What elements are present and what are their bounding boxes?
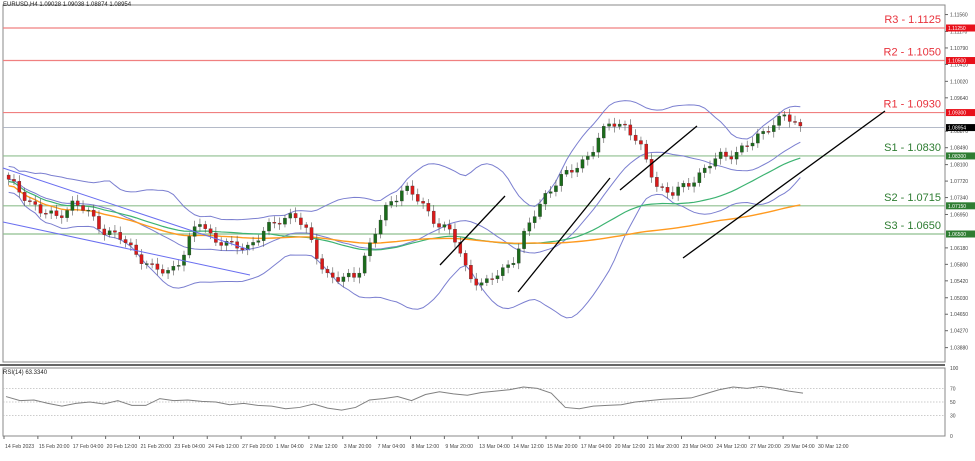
svg-text:20 Feb 12:00: 20 Feb 12:00 <box>107 444 138 450</box>
svg-text:2 Mar 12:00: 2 Mar 12:00 <box>310 444 338 450</box>
ma-orange <box>8 185 801 244</box>
svg-text:14 Feb 2023: 14 Feb 2023 <box>5 444 34 450</box>
level-s2: S2 - 1.0715 1.07150 <box>3 192 975 210</box>
svg-text:21 Mar 20:00: 21 Mar 20:00 <box>649 444 680 450</box>
svg-text:1.10500: 1.10500 <box>948 59 966 65</box>
svg-text:24 Mar 12:00: 24 Mar 12:00 <box>716 444 747 450</box>
svg-text:1.08490: 1.08490 <box>950 146 968 152</box>
level-s1: S1 - 1.0830 1.08300 <box>3 142 975 160</box>
svg-text:100: 100 <box>950 366 959 372</box>
svg-text:1.08870: 1.08870 <box>950 129 968 135</box>
svg-text:1.05030: 1.05030 <box>950 296 968 302</box>
level-r2: R2 - 1.1050 1.10500 <box>3 47 975 65</box>
svg-text:9 Mar 20:00: 9 Mar 20:00 <box>445 444 473 450</box>
svg-text:S1 - 1.0830: S1 - 1.0830 <box>884 142 941 154</box>
svg-text:1.08100: 1.08100 <box>950 163 968 169</box>
price-axis: 1.11560 1.11170 1.10790 1.10410 1.10020 1.096… <box>945 13 968 352</box>
svg-text:7 Mar 04:00: 7 Mar 04:00 <box>378 444 406 450</box>
downtrend-channel <box>2 167 251 276</box>
svg-text:70: 70 <box>950 386 956 392</box>
svg-text:20 Mar 12:00: 20 Mar 12:00 <box>615 444 646 450</box>
svg-text:29 Mar 04:00: 29 Mar 04:00 <box>784 444 815 450</box>
level-r3: R3 - 1.1125 1.11250 <box>3 14 975 32</box>
svg-text:17 Mar 04:00: 17 Mar 04:00 <box>581 444 612 450</box>
svg-text:23 Mar 04:00: 23 Mar 04:00 <box>683 444 714 450</box>
svg-text:S2 - 1.0715: S2 - 1.0715 <box>884 192 941 204</box>
svg-text:27 Feb 20:00: 27 Feb 20:00 <box>242 444 273 450</box>
ma-green <box>8 157 801 251</box>
trendlines <box>439 110 886 293</box>
svg-text:1.10410: 1.10410 <box>950 62 968 68</box>
svg-text:13 Mar 04:00: 13 Mar 04:00 <box>479 444 510 450</box>
svg-text:1.04270: 1.04270 <box>950 329 968 335</box>
svg-text:30 Mar 12:00: 30 Mar 12:00 <box>818 444 849 450</box>
svg-text:1.08300: 1.08300 <box>948 154 966 160</box>
svg-text:S3 - 1.0650: S3 - 1.0650 <box>884 220 941 232</box>
svg-text:0: 0 <box>950 434 953 440</box>
svg-text:15 Feb 20:00: 15 Feb 20:00 <box>39 444 70 450</box>
svg-text:1.06180: 1.06180 <box>950 246 968 252</box>
svg-text:21 Feb 20:00: 21 Feb 20:00 <box>141 444 172 450</box>
svg-text:1.10790: 1.10790 <box>950 46 968 52</box>
svg-text:1.09640: 1.09640 <box>950 96 968 102</box>
svg-text:24 Feb 12:00: 24 Feb 12:00 <box>208 444 239 450</box>
rsi-indicator: 100 70 50 30 0 <box>3 366 959 440</box>
svg-text:1.05420: 1.05420 <box>950 279 968 285</box>
svg-text:1.11560: 1.11560 <box>950 13 968 19</box>
svg-text:1.07150: 1.07150 <box>948 204 966 210</box>
svg-text:1.11170: 1.11170 <box>950 29 968 35</box>
svg-text:17 Feb 04:00: 17 Feb 04:00 <box>73 444 104 450</box>
current-price-label: 1.08954 <box>948 126 966 132</box>
svg-text:23 Feb 04:00: 23 Feb 04:00 <box>174 444 205 450</box>
svg-text:1.06500: 1.06500 <box>948 232 966 238</box>
svg-text:1.03880: 1.03880 <box>950 346 968 352</box>
time-axis: 14 Feb 2023 15 Feb 20:00 17 Feb 04:00 20 Fe… <box>3 436 849 450</box>
svg-text:1.06950: 1.06950 <box>950 212 968 218</box>
level-r1: R1 - 1.0930 1.09300 <box>3 99 975 117</box>
svg-text:1.04650: 1.04650 <box>950 312 968 318</box>
svg-text:3 Mar 20:00: 3 Mar 20:00 <box>344 444 372 450</box>
svg-text:1.11250: 1.11250 <box>948 26 966 32</box>
svg-text:R1 - 1.0930: R1 - 1.0930 <box>884 99 941 111</box>
svg-text:1.10020: 1.10020 <box>950 79 968 85</box>
svg-text:15 Mar 20:00: 15 Mar 20:00 <box>547 444 578 450</box>
candles <box>6 108 803 291</box>
main-panel <box>2 4 946 363</box>
svg-text:14 Mar 12:00: 14 Mar 12:00 <box>513 444 544 450</box>
svg-text:R3 - 1.1125: R3 - 1.1125 <box>884 14 941 26</box>
svg-text:1.09300: 1.09300 <box>948 111 966 117</box>
svg-text:R2 - 1.1050: R2 - 1.1050 <box>884 47 941 59</box>
svg-text:1.05800: 1.05800 <box>950 262 968 268</box>
rsi-title: RSI(14) 63.3340 <box>3 370 48 376</box>
symbol-title: EURUSD,H4 1.09028 1.09038 1.08874 1.0895… <box>3 2 132 8</box>
svg-text:27 Mar 20:00: 27 Mar 20:00 <box>750 444 781 450</box>
svg-text:1.07720: 1.07720 <box>950 179 968 185</box>
svg-text:1.07340: 1.07340 <box>950 196 968 202</box>
svg-text:50: 50 <box>950 400 956 406</box>
svg-text:1 Mar 04:00: 1 Mar 04:00 <box>276 444 304 450</box>
svg-text:30: 30 <box>950 414 956 420</box>
svg-text:8 Mar 12:00: 8 Mar 12:00 <box>412 444 440 450</box>
